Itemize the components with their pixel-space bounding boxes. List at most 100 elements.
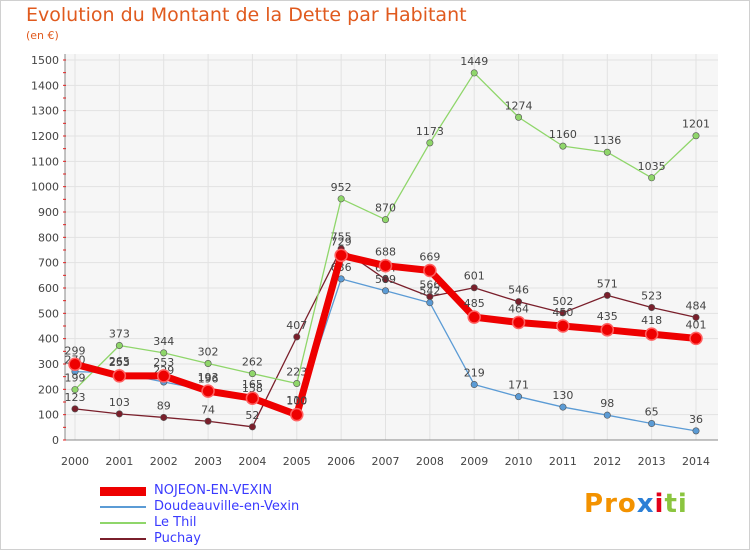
data-point: [511, 315, 526, 330]
data-point: [71, 386, 79, 394]
x-tick-label: 2010: [505, 455, 533, 468]
data-point: [692, 427, 700, 435]
data-point: [648, 420, 656, 428]
data-point: [204, 359, 212, 367]
data-label: 952: [331, 181, 352, 194]
data-point: [290, 407, 304, 422]
x-tick-label: 2001: [105, 455, 133, 468]
data-label: 1160: [549, 128, 577, 141]
data-label: 65: [645, 406, 659, 419]
chart-legend: NOJEON-EN-VEXIN Doudeauville-en-Vexin Le T…: [100, 483, 299, 547]
data-point: [381, 287, 389, 295]
x-tick-label: 2011: [549, 455, 577, 468]
legend-swatch: [100, 486, 146, 496]
data-label: 755: [331, 231, 352, 244]
data-label: 589: [375, 273, 396, 286]
data-label: 165: [242, 378, 263, 391]
x-tick-label: 2007: [372, 455, 400, 468]
data-label: 223: [286, 366, 307, 379]
data-label: 1201: [682, 118, 710, 131]
data-label: 401: [686, 318, 707, 331]
data-label: 450: [552, 306, 573, 319]
data-label: 171: [508, 379, 529, 392]
logo-letter: i: [654, 489, 665, 519]
line-chart: 0 100 200 300 400 500 600 700 800 900 1000 1100 1200…: [31, 54, 718, 468]
data-point: [156, 369, 171, 383]
x-tick-label: 2006: [327, 455, 355, 468]
data-label: 435: [597, 310, 618, 323]
legend-label: Doudeauville-en-Vexin: [154, 499, 300, 514]
data-label: 373: [109, 328, 130, 341]
data-label: 485: [464, 297, 485, 310]
y-tick-label: 500: [38, 307, 59, 320]
legend-swatch: [100, 506, 146, 508]
chart-subtitle: (en €): [26, 29, 59, 42]
data-point: [600, 323, 615, 337]
y-tick-label: 200: [38, 383, 59, 396]
data-label: 571: [597, 277, 618, 290]
x-tick-label: 2004: [238, 455, 266, 468]
data-point: [248, 370, 256, 378]
data-label: 98: [600, 397, 614, 410]
legend-item: Le Thil: [100, 515, 299, 531]
data-label: 870: [375, 202, 396, 215]
data-label: 464: [508, 302, 529, 315]
y-tick-label: 1000: [31, 181, 59, 194]
x-tick-label: 2002: [150, 455, 178, 468]
x-tick-label: 2005: [283, 455, 311, 468]
data-label: 344: [153, 335, 174, 348]
data-label: 158: [242, 382, 263, 395]
data-point: [426, 139, 434, 147]
data-label: 1035: [638, 160, 666, 173]
data-label: 253: [109, 356, 130, 369]
legend-item: Doudeauville-en-Vexin: [100, 499, 299, 515]
logo-letter: o: [617, 489, 637, 519]
y-tick-label: 100: [38, 409, 59, 422]
x-tick-label: 2008: [416, 455, 444, 468]
legend-swatch: [100, 522, 146, 524]
x-tick-label: 2003: [194, 455, 222, 468]
legend-item: Puchay: [100, 531, 299, 547]
data-point: [248, 423, 256, 431]
y-tick-label: 1300: [31, 105, 59, 118]
logo-letter: x: [636, 489, 655, 519]
x-tick-label: 2014: [682, 455, 710, 468]
data-label: 546: [508, 284, 529, 297]
legend-label: Puchay: [154, 531, 201, 546]
data-point: [644, 327, 659, 341]
data-point: [603, 411, 611, 419]
data-label: 74: [201, 403, 215, 416]
data-point: [201, 384, 215, 398]
data-point: [112, 369, 127, 383]
y-tick-label: 1400: [31, 79, 59, 92]
data-label: 219: [464, 367, 485, 380]
y-tick-label: 800: [38, 231, 59, 244]
data-point: [378, 258, 393, 273]
data-point: [470, 69, 478, 77]
data-point: [337, 275, 345, 283]
data-label: 418: [641, 314, 662, 327]
data-label: 1136: [593, 134, 621, 147]
logo-letter: i: [677, 489, 688, 519]
data-point: [71, 405, 79, 413]
y-tick-label: 700: [38, 257, 59, 270]
data-label: 502: [552, 295, 573, 308]
data-point: [648, 304, 656, 312]
data-point: [293, 380, 301, 388]
data-label: 1449: [460, 55, 488, 68]
x-tick-label: 2013: [638, 455, 666, 468]
data-point: [160, 413, 168, 421]
data-point: [470, 284, 478, 292]
data-point: [293, 333, 301, 341]
chart-title: Evolution du Montant de la Dette par Hab…: [26, 4, 467, 26]
data-point: [515, 113, 523, 121]
y-tick-label: 900: [38, 206, 59, 219]
data-label: 542: [419, 285, 440, 298]
data-label: 729: [331, 235, 352, 248]
data-point: [603, 148, 611, 156]
data-label: 196: [198, 372, 219, 385]
data-point: [603, 291, 611, 299]
data-label: 1274: [505, 99, 533, 112]
y-tick-label: 300: [38, 358, 59, 371]
data-point: [559, 403, 567, 411]
